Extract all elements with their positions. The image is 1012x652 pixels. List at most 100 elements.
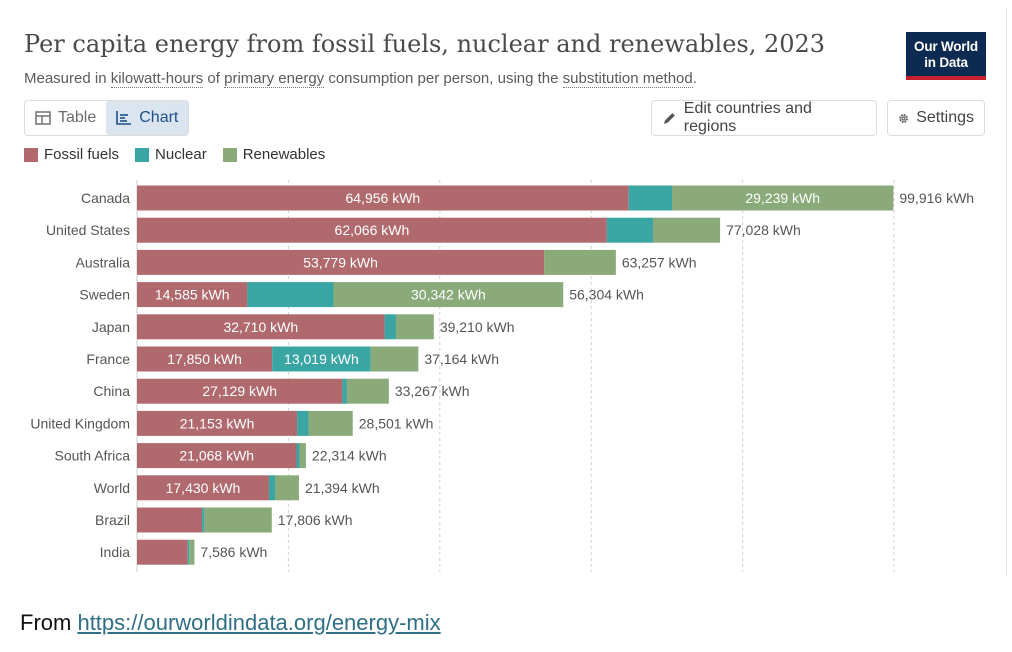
owid-logo[interactable]: Our World in Data [906, 32, 986, 80]
total-label: 63,257 kWh [622, 254, 697, 270]
tab-chart[interactable]: Chart [106, 101, 189, 135]
legend-label-renewables: Renewables [242, 146, 326, 163]
category-label: India [100, 544, 131, 560]
edit-countries-button[interactable]: Edit countries and regions [651, 100, 877, 136]
bar-nuclear [272, 346, 371, 372]
settings-button[interactable]: Settings [887, 100, 985, 136]
bar-renewables [299, 443, 306, 469]
bar-nuclear [187, 539, 190, 565]
bar-renewables [333, 282, 564, 308]
bar-nuclear [342, 378, 347, 404]
total-label: 21,394 kWh [305, 480, 380, 496]
bar-chart: Canada 64,956 kWh 29,239 kWh 99,916 kWh Unit… [30, 180, 974, 572]
pencil-icon [663, 112, 675, 124]
segment-label: 53,779 kWh [303, 254, 378, 270]
bar-fossil [137, 539, 188, 565]
bar-fossil [137, 282, 248, 308]
total-label: 39,210 kWh [440, 319, 515, 335]
chart-subtitle: Measured in kilowatt-hours of primary en… [24, 70, 697, 88]
kilowatt-hours-link[interactable]: kilowatt-hours [110, 70, 204, 88]
total-label: 7,586 kWh [200, 544, 267, 560]
category-label: United States [46, 222, 130, 238]
bar-fossil [137, 410, 298, 436]
segment-label: 21,068 kWh [179, 448, 254, 464]
bar-renewables [672, 185, 894, 211]
total-label: 37,164 kWh [424, 351, 499, 367]
chart-legend: Fossil fuels Nuclear Renewables [24, 146, 325, 163]
chart-icon [116, 111, 132, 125]
bar-nuclear [297, 410, 309, 436]
bar-renewables [275, 475, 299, 501]
segment-label: 17,850 kWh [167, 351, 242, 367]
segment-label: 32,710 kWh [223, 319, 298, 335]
tab-table[interactable]: Table [25, 101, 106, 135]
chart-frame: Per capita energy from fossil fuels, nuc… [10, 8, 1007, 576]
tab-chart-label: Chart [139, 109, 179, 126]
legend-item-renewables[interactable]: Renewables [222, 146, 326, 163]
total-label: 17,806 kWh [278, 512, 353, 528]
bar-nuclear [628, 185, 673, 211]
bar-fossil [137, 475, 269, 501]
bar-renewables [653, 217, 721, 243]
gear-icon [899, 113, 908, 123]
bar-fossil [137, 443, 297, 469]
logo-line-2: in Data [924, 55, 968, 70]
bar-renewables [395, 314, 434, 340]
legend-swatch-renewables [222, 147, 237, 162]
segment-label: 29,239 kWh [745, 190, 820, 206]
bar-fossil [137, 346, 273, 372]
segment-label: 27,129 kWh [202, 383, 277, 399]
category-label: China [93, 383, 130, 399]
table-icon [35, 111, 51, 125]
bar-nuclear [606, 217, 654, 243]
total-label: 33,267 kWh [395, 383, 470, 399]
logo-line-1: Our World [914, 39, 978, 54]
segment-label: 30,342 kWh [411, 287, 486, 303]
bar-nuclear [296, 443, 300, 469]
category-label: World [94, 480, 130, 496]
substitution-method-link[interactable]: substitution method [562, 70, 693, 88]
bar-renewables [544, 249, 616, 275]
category-label: United Kingdom [30, 415, 130, 431]
legend-swatch-fossil [24, 147, 38, 162]
segment-label: 17,430 kWh [166, 480, 241, 496]
bar-fossil [137, 378, 343, 404]
category-label: Brazil [95, 512, 130, 528]
segment-label: 13,019 kWh [284, 351, 359, 367]
bar-fossil [137, 217, 607, 243]
bar-nuclear [247, 282, 334, 308]
source-link[interactable]: https://ourworldindata.org/energy-mix [77, 610, 441, 635]
subtitle-suffix: . [692, 70, 697, 87]
total-label: 56,304 kWh [569, 287, 644, 303]
source-line: From https://ourworldindata.org/energy-m… [20, 610, 441, 636]
source-prefix: From [20, 610, 78, 635]
bar-renewables [308, 410, 353, 436]
total-label: 99,916 kWh [899, 190, 974, 206]
subtitle-mid-1: of [203, 70, 225, 87]
category-label: Canada [81, 190, 130, 206]
segment-label: 14,585 kWh [155, 287, 230, 303]
bar-fossil [137, 507, 203, 533]
legend-item-nuclear[interactable]: Nuclear [135, 146, 207, 163]
subtitle-mid-2: consumption per person, using the [324, 70, 563, 87]
total-label: 28,501 kWh [359, 415, 434, 431]
category-label: Japan [92, 319, 130, 335]
bar-nuclear [384, 314, 396, 340]
edit-countries-label: Edit countries and regions [683, 100, 812, 135]
settings-label: Settings [916, 109, 974, 126]
tab-table-label: Table [58, 109, 97, 126]
bar-fossil [137, 314, 385, 340]
category-label: France [86, 351, 130, 367]
chart-title: Per capita energy from fossil fuels, nuc… [24, 30, 826, 58]
category-label: Sweden [79, 287, 130, 303]
bar-fossil [137, 185, 629, 211]
legend-item-fossil[interactable]: Fossil fuels [24, 146, 119, 163]
primary-energy-link[interactable]: primary energy [224, 70, 325, 88]
total-label: 77,028 kWh [726, 222, 801, 238]
category-label: South Africa [55, 448, 131, 464]
total-label: 22,314 kWh [312, 448, 387, 464]
legend-label-fossil: Fossil fuels [44, 146, 120, 163]
subtitle-prefix: Measured in [24, 70, 111, 87]
bar-fossil [137, 249, 545, 275]
bar-renewables [204, 507, 272, 533]
